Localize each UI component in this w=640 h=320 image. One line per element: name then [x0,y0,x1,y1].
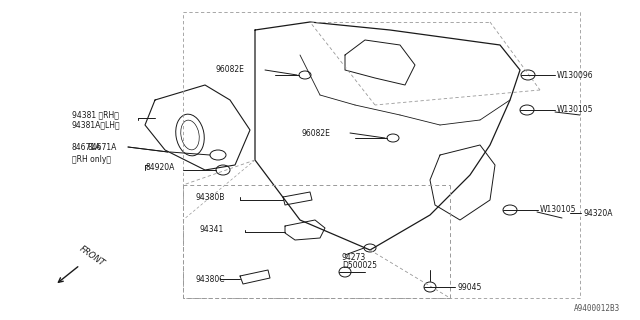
Text: D500025: D500025 [342,261,377,270]
Text: 94273: 94273 [342,253,366,262]
Text: 84920A: 84920A [145,163,174,172]
Text: W130105: W130105 [540,205,577,214]
Text: 94381 〈RH〉: 94381 〈RH〉 [72,110,119,119]
Text: 99045: 99045 [457,283,481,292]
Text: 96082E: 96082E [215,66,244,75]
Text: 94320A: 94320A [583,209,612,218]
Text: W130096: W130096 [557,70,594,79]
Text: 96082E: 96082E [302,129,331,138]
Text: 94380B: 94380B [195,193,225,202]
Text: 94341: 94341 [200,226,224,235]
Text: 84671A: 84671A [72,142,101,151]
Text: 94381A〈LH〉: 94381A〈LH〉 [72,121,120,130]
Text: 84671A: 84671A [88,142,117,151]
Text: FRONT: FRONT [78,244,107,268]
Text: 〈RH only〉: 〈RH only〉 [72,156,111,164]
Text: W130105: W130105 [557,106,593,115]
Text: A9400012B3: A9400012B3 [573,304,620,313]
Text: 94380C: 94380C [195,275,225,284]
